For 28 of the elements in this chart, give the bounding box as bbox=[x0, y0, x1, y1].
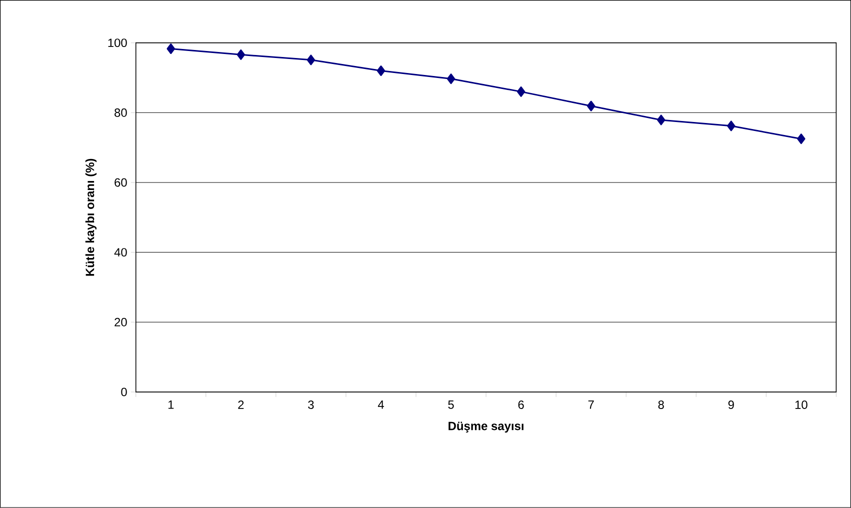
point bbox=[306, 54, 316, 66]
point bbox=[376, 66, 386, 76]
x-tick-label: 1 bbox=[168, 400, 174, 409]
y-tick-label: 80 bbox=[114, 108, 127, 117]
y-tick-label: 60 bbox=[114, 178, 127, 187]
x-tick-label: 6 bbox=[518, 400, 524, 410]
x-tick-label: 7 bbox=[588, 400, 594, 409]
point bbox=[586, 100, 596, 112]
point bbox=[656, 114, 666, 126]
y-axis-title: Kütle kaybı oranı (%) bbox=[85, 158, 97, 276]
point bbox=[446, 74, 456, 84]
x-tick-label: 8 bbox=[658, 400, 664, 410]
y-tick-label: 20 bbox=[114, 318, 127, 326]
x-tick-label: 5 bbox=[448, 400, 454, 409]
x-tick-label: 4 bbox=[378, 400, 384, 409]
x-tick-label: 9 bbox=[728, 400, 734, 410]
point bbox=[797, 134, 806, 144]
y-tick-label: 100 bbox=[108, 38, 127, 48]
point bbox=[516, 86, 526, 98]
point bbox=[727, 120, 736, 132]
point bbox=[236, 50, 246, 60]
y-tick-label: 0 bbox=[121, 388, 127, 396]
x-axis-title: Düşme sayısı bbox=[448, 422, 524, 433]
y-tick-label: 40 bbox=[114, 248, 127, 257]
x-tick-label: 10 bbox=[795, 400, 808, 410]
point bbox=[166, 44, 176, 54]
x-tick-label: 2 bbox=[238, 400, 244, 409]
x-tick-label: 3 bbox=[308, 400, 314, 410]
